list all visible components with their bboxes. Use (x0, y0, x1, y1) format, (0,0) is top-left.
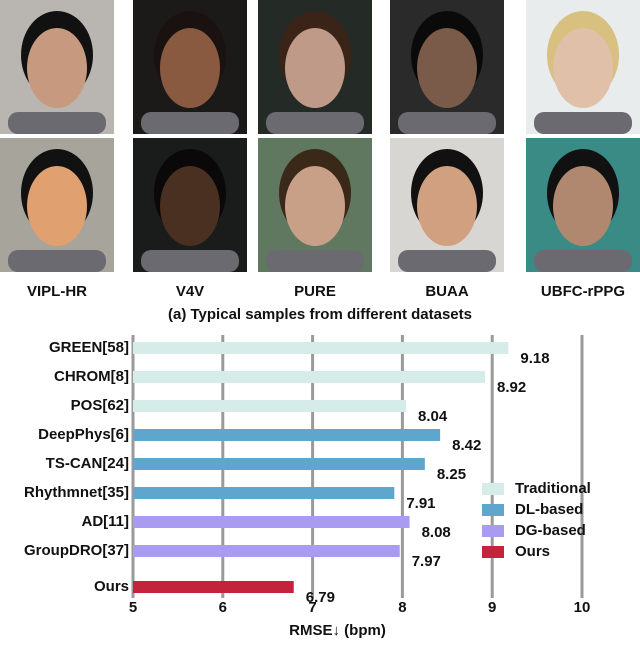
y-tick-label: TS-CAN[24] (46, 455, 129, 472)
photo-shoulders (534, 112, 632, 134)
x-axis-label: RMSE↓ (bpm) (289, 622, 386, 639)
photo-shoulders (141, 250, 239, 272)
y-tick-label: Ours (94, 578, 129, 595)
x-tick-label: 9 (488, 599, 496, 616)
y-tick-label: Rhythmnet[35] (24, 484, 129, 501)
legend-swatch (482, 525, 504, 537)
photo-shoulders (266, 250, 364, 272)
photo-face (417, 166, 477, 246)
x-tick-label: 7 (308, 599, 316, 616)
value-label: 9.18 (520, 350, 549, 367)
legend-label: DG-based (515, 522, 586, 539)
value-label: 8.42 (452, 437, 481, 454)
value-label: 7.97 (412, 553, 441, 570)
legend-label: Traditional (515, 480, 591, 497)
x-tick-label: 6 (219, 599, 227, 616)
y-tick-label: POS[62] (71, 397, 129, 414)
dataset-label: UBFC-rPPG (541, 283, 625, 300)
photo-shoulders (266, 112, 364, 134)
sample-photos (0, 0, 640, 272)
x-tick-label: 10 (574, 599, 591, 616)
bar (133, 458, 425, 470)
legend-label: Ours (515, 543, 550, 560)
legend-swatch (482, 546, 504, 558)
photo-face (417, 28, 477, 108)
bar (133, 581, 294, 593)
value-label: 8.04 (418, 408, 448, 425)
legend-swatch (482, 504, 504, 516)
photo-face (553, 166, 613, 246)
photo-shoulders (8, 112, 106, 134)
value-label: 8.08 (422, 524, 451, 541)
value-label: 8.92 (497, 379, 526, 396)
bar (133, 429, 441, 441)
photo-face (160, 28, 220, 108)
bar (133, 516, 410, 528)
dataset-label: PURE (294, 283, 336, 300)
value-label: 8.25 (437, 466, 466, 483)
y-tick-label: GroupDRO[37] (24, 542, 129, 559)
value-label: 7.91 (406, 495, 435, 512)
dataset-label: VIPL-HR (27, 283, 87, 300)
bar (133, 545, 400, 557)
photo-face (160, 166, 220, 246)
photo-shoulders (398, 112, 496, 134)
dataset-label: V4V (176, 283, 204, 300)
photo-shoulders (141, 112, 239, 134)
photo-face (285, 28, 345, 108)
photo-face (27, 28, 87, 108)
photo-shoulders (398, 250, 496, 272)
photo-face (553, 28, 613, 108)
value-label: 6.79 (306, 589, 335, 606)
dataset-label: BUAA (425, 283, 468, 300)
photo-face (27, 166, 87, 246)
y-tick-label: DeepPhys[6] (38, 426, 129, 443)
photo-face (285, 166, 345, 246)
x-tick-label: 8 (398, 599, 406, 616)
bar (133, 342, 509, 354)
bar (133, 371, 486, 383)
legend-swatch (482, 483, 504, 495)
bar (133, 400, 406, 412)
bar (133, 487, 395, 499)
y-tick-label: AD[11] (81, 513, 129, 530)
photo-shoulders (534, 250, 632, 272)
y-tick-label: CHROM[8] (54, 368, 129, 385)
y-tick-label: GREEN[58] (49, 339, 129, 356)
photo-shoulders (8, 250, 106, 272)
x-tick-label: 5 (129, 599, 137, 616)
caption: (a) Typical samples from different datas… (168, 306, 472, 323)
legend-label: DL-based (515, 501, 583, 518)
